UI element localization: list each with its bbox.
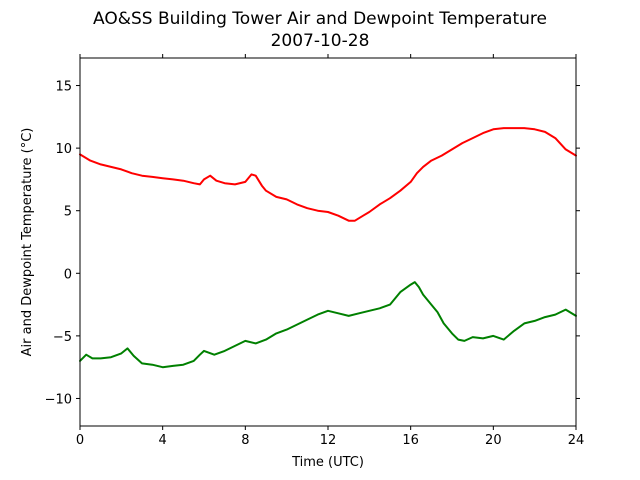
y-tick-label: −5 [53,330,72,345]
x-tick-label: 8 [241,433,249,448]
series-layer [79,127,577,369]
x-tick-label: 20 [485,433,502,448]
y-tick-label: 0 [64,267,72,282]
x-axis-label: Time (UTC) [291,455,364,470]
x-tick-label: 24 [568,433,585,448]
ticks-layer: 0 4 8 12 16 20 24 −10 −5 0 5 10 15 [45,54,585,448]
x-tick-label: 0 [76,433,84,448]
y-tick-label: 15 [55,80,72,95]
x-tick-label: 12 [320,433,337,448]
y-tick-label: 5 [64,205,72,220]
y-tick-label: 10 [55,142,72,157]
y-tick-label: −10 [45,392,72,407]
chart-subtitle: 2007-10-28 [271,31,370,51]
x-tick-label: 16 [402,433,419,448]
x-tick-label: 4 [159,433,167,448]
plot-frame [79,57,577,427]
dewpoint-temperature-line [79,281,577,369]
air-temperature-line [79,127,577,222]
chart-title: AO&SS Building Tower Air and Dewpoint Te… [93,9,547,29]
y-axis-label: Air and Dewpoint Temperature (°C) [20,128,35,357]
